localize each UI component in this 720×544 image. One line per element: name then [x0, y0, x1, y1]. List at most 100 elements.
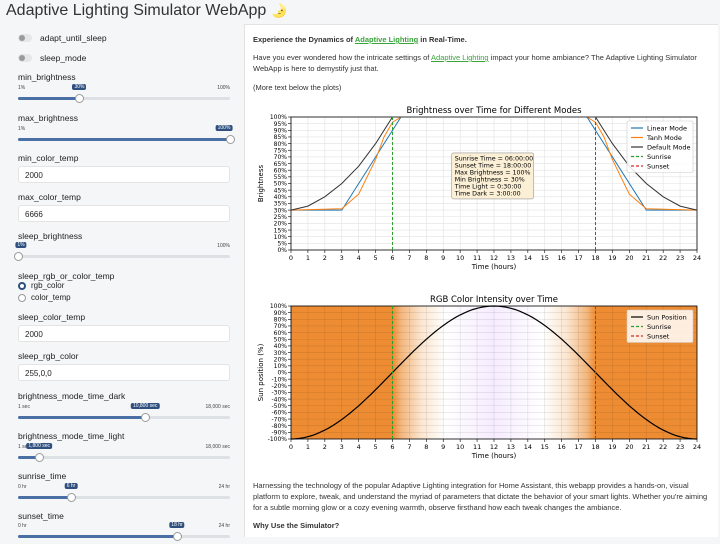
x-tick-label: 10: [456, 443, 464, 451]
annotation-text: Time Light = 0:30:00: [454, 183, 522, 190]
x-tick-label: 18: [591, 254, 599, 262]
slider-max-label: 18,000 sec: [205, 404, 230, 410]
y-tick-label: -10%: [271, 376, 287, 383]
sunset-time-slider[interactable]: 0 hr 24 hr 18 hr: [18, 522, 230, 544]
slider-min-label: 0 hr: [18, 523, 27, 529]
slider-value-label: 30%: [72, 84, 87, 90]
y-tick-label: -20%: [271, 383, 287, 390]
slider-fill: [18, 97, 80, 100]
x-tick-label: 2: [323, 254, 327, 262]
legend-label: Sunrise: [647, 153, 671, 161]
min-color-temp-input[interactable]: 2000: [18, 166, 230, 183]
x-tick-label: 8: [424, 254, 428, 262]
brightness-mode-time-dark-slider[interactable]: 1 sec 18,000 sec 10,800 sec: [18, 403, 230, 425]
y-tick-label: 60%: [274, 330, 288, 337]
slider-thumb[interactable]: [35, 453, 45, 462]
y-tick-label: 50%: [274, 181, 288, 188]
x-tick-label: 24: [693, 254, 701, 262]
x-tick-label: 8: [424, 443, 428, 451]
max-brightness-slider[interactable]: 1%100%100%: [18, 125, 235, 147]
y-tick-label: 95%: [274, 121, 288, 128]
slider-max-label: 18,000 sec: [205, 444, 230, 450]
y-tick-label: 15%: [274, 227, 288, 234]
slider-fill: [18, 416, 146, 419]
x-tick-label: 5: [374, 443, 378, 451]
x-tick-label: 3: [340, 254, 344, 262]
y-tick-label: 20%: [274, 356, 288, 363]
slider-min-label: 1%: [18, 85, 26, 91]
y-tick-label: 70%: [274, 323, 288, 330]
x-tick-label: 1: [306, 254, 310, 262]
y-tick-label: 80%: [274, 317, 288, 324]
radio-color-temp[interactable]: color_temp: [18, 293, 71, 302]
x-tick-label: 1: [306, 443, 310, 451]
chart-title: Brightness over Time for Different Modes: [406, 106, 582, 116]
adaptive-lighting-link[interactable]: Adaptive Lighting: [354, 35, 419, 44]
sleep-rgb-color-input[interactable]: 255,0,0: [18, 364, 230, 381]
why-use-heading: Why Use the Simulator?: [253, 521, 340, 530]
min-brightness-slider[interactable]: 1% 100% 30%: [18, 84, 230, 106]
legend-box: [626, 309, 694, 343]
radio-rgb-color[interactable]: rgb_color: [18, 281, 64, 290]
min-color-temp-label: min_color_temp: [18, 153, 79, 163]
slider-thumb[interactable]: [75, 94, 85, 103]
slider-track[interactable]: [18, 97, 230, 100]
x-tick-label: 23: [676, 443, 684, 451]
slider-track[interactable]: [18, 456, 230, 459]
toggle-switch-icon[interactable]: [18, 54, 32, 62]
description-paragraph: Harnessing the technology of the popular…: [253, 481, 708, 512]
slider-thumb[interactable]: [141, 413, 151, 422]
sleep-brightness-slider[interactable]: 1%100%1%: [14, 242, 230, 264]
y-tick-label: 70%: [274, 154, 288, 161]
x-axis-label: Time (hours): [471, 452, 517, 460]
x-tick-label: 17: [574, 443, 582, 451]
x-tick-label: 7: [407, 254, 411, 262]
slider-thumb[interactable]: [67, 493, 76, 502]
annotation-text: Sunset Time = 18:00:00: [455, 162, 532, 169]
slider-thumb[interactable]: [226, 135, 235, 144]
toggle-switch-icon[interactable]: [18, 34, 32, 42]
x-tick-label: 12: [490, 443, 498, 451]
x-tick-label: 12: [490, 254, 498, 262]
x-tick-label: 23: [676, 254, 684, 262]
x-tick-label: 4: [357, 254, 361, 262]
slider-max-label: 24 hr: [218, 523, 230, 529]
sleep-mode-toggle[interactable]: sleep_mode: [18, 53, 86, 63]
y-tick-label: 55%: [274, 174, 288, 181]
sleep-color-temp-input[interactable]: 2000: [18, 325, 230, 342]
main-content: Experience the Dynamics of Adaptive Ligh…: [244, 24, 718, 537]
x-tick-label: 15: [541, 443, 549, 451]
sunrise-time-slider[interactable]: 0 hr 24 hr 6 hr: [18, 483, 230, 505]
y-tick-label: 10%: [274, 234, 288, 241]
sleep-brightness-label: sleep_brightness: [18, 231, 83, 241]
adapt-until-sleep-toggle[interactable]: adapt_until_sleep: [18, 33, 107, 43]
x-tick-label: 6: [390, 443, 394, 451]
brightness-chart: 0 1 2 3 4 5 6 7 8 9 10 11 12 13 14 15 16 17 18 19 20 21 22 23 24…: [257, 106, 701, 271]
x-tick-label: 5: [374, 254, 378, 262]
slider-track[interactable]: [18, 496, 230, 499]
radio-label: color_temp: [31, 293, 71, 302]
y-tick-label: 30%: [274, 350, 288, 357]
brightness-mode-time-light-slider[interactable]: 1 sec 18,000 sec 1,800 sec: [18, 443, 230, 465]
x-tick-label: 11: [473, 254, 481, 262]
legend-label: Sunset: [647, 162, 670, 170]
radio-unselected-icon[interactable]: [18, 293, 26, 302]
radio-selected-icon[interactable]: [18, 281, 26, 290]
sleep-rgb-color-label: sleep_rgb_color: [18, 351, 79, 361]
adaptive-lighting-link[interactable]: Adaptive Lighting: [431, 53, 489, 62]
max-color-temp-input[interactable]: 6666: [18, 205, 230, 222]
y-tick-label: 90%: [274, 128, 288, 135]
x-tick-label: 4: [357, 443, 361, 451]
x-axis-label: Time (hours): [471, 263, 517, 271]
x-tick-label: 16: [558, 254, 566, 262]
slider-track[interactable]: [18, 255, 230, 258]
y-tick-label: 90%: [274, 310, 288, 317]
y-tick-label: 100%: [270, 303, 287, 310]
paragraph-text: impact your home ambiance? The Adaptive …: [253, 53, 697, 73]
x-tick-label: 7: [407, 443, 411, 451]
toggle-label: sleep_mode: [40, 53, 87, 63]
y-tick-label: 40%: [274, 343, 288, 350]
brightness-mode-time-dark-label: brightness_mode_time_dark: [18, 391, 126, 401]
slider-thumb[interactable]: [14, 252, 23, 261]
x-tick-label: 3: [340, 443, 344, 451]
